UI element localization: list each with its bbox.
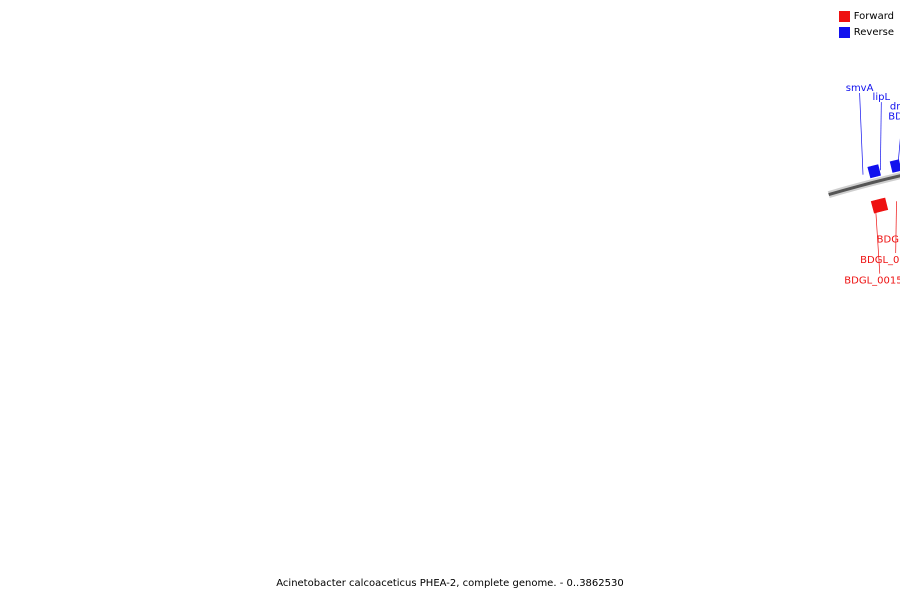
legend-reverse-label: Reverse bbox=[853, 26, 894, 38]
reverse-gene-label: BDGL_001523 bbox=[888, 111, 900, 122]
forward-gene-label: BDGL_001531 bbox=[844, 276, 900, 287]
legend-forward-label: Forward bbox=[853, 10, 894, 22]
forward-gene-label: BDGL_001529 bbox=[877, 235, 900, 246]
reverse-gene-label: dnaX bbox=[890, 102, 900, 113]
backbone bbox=[828, 174, 900, 197]
legend: Forward Reverse bbox=[838, 8, 894, 40]
forward-gene bbox=[870, 197, 889, 214]
genome-caption: Acinetobacter calcoaceticus PHEA-2, comp… bbox=[276, 578, 624, 589]
forward-gene-leader bbox=[895, 201, 897, 254]
reverse-swatch bbox=[838, 26, 850, 38]
forward-gene-label: BDGL_001528 bbox=[860, 255, 900, 266]
forward-gene-leader bbox=[875, 206, 881, 274]
legend-forward: Forward bbox=[838, 8, 894, 24]
reverse-gene-leader bbox=[897, 138, 900, 167]
reverse-gene bbox=[867, 164, 881, 179]
forward-swatch bbox=[838, 10, 850, 22]
reverse-gene-label: lipL bbox=[873, 92, 891, 103]
legend-reverse: Reverse bbox=[838, 24, 894, 40]
reverse-gene-label: smvA bbox=[846, 83, 874, 94]
reverse-gene-leader bbox=[880, 102, 882, 171]
reverse-gene-leader bbox=[859, 92, 864, 175]
